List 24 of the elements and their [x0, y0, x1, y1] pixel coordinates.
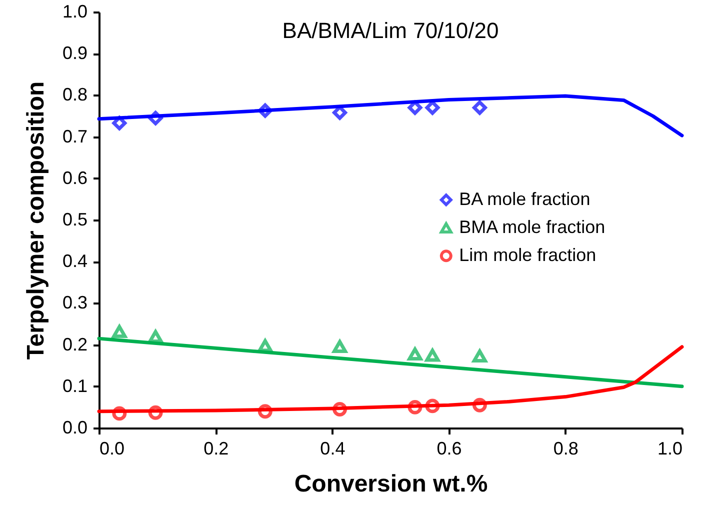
y-tick-label: 0.4	[62, 251, 88, 272]
y-tick-label: 0.8	[62, 84, 88, 105]
x-axis-title: Conversion wt.%	[294, 470, 488, 498]
x-tick-label: 1.0	[657, 438, 682, 458]
x-tick-label: 0.0	[100, 438, 125, 458]
legend-label: BA mole fraction	[459, 188, 590, 209]
y-tick-label: 0.7	[62, 126, 88, 146]
y-tick-label: 0.9	[62, 43, 88, 64]
y-tick-label: 0.1	[62, 376, 88, 396]
x-tick-label: 0.4	[320, 438, 346, 458]
y-tick-label: 0.3	[62, 292, 88, 313]
y-axis-title: Terpolymer composition	[22, 81, 50, 360]
y-tick-label: 0.6	[62, 168, 88, 188]
x-tick-label: 0.8	[553, 438, 578, 458]
x-tick-label: 0.6	[436, 438, 462, 458]
legend-label: Lim mole fraction	[459, 244, 596, 265]
legend-label: BMA mole fraction	[459, 216, 606, 237]
y-tick-label: 0.5	[62, 210, 88, 230]
y-tick-label: 1.0	[62, 2, 88, 22]
x-tick-label: 0.2	[204, 438, 229, 458]
chart-title: BA/BMA/Lim 70/10/20	[282, 18, 499, 43]
line-series	[97, 94, 684, 138]
y-tick-label: 0.0	[62, 418, 88, 438]
y-tick-label: 0.2	[62, 334, 88, 354]
